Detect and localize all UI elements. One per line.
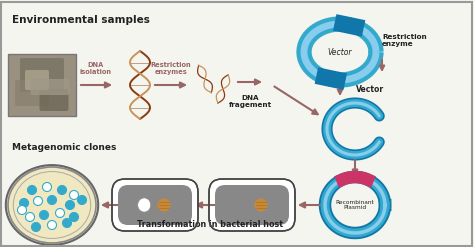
Circle shape xyxy=(63,219,72,227)
Text: Restriction
enzyme: Restriction enzyme xyxy=(382,34,427,46)
Ellipse shape xyxy=(137,198,151,212)
FancyBboxPatch shape xyxy=(39,89,69,111)
Text: Vector: Vector xyxy=(356,84,384,94)
Circle shape xyxy=(47,221,56,229)
Text: Vector: Vector xyxy=(328,47,352,57)
Circle shape xyxy=(43,183,52,191)
Circle shape xyxy=(55,208,64,218)
Circle shape xyxy=(19,199,28,207)
FancyBboxPatch shape xyxy=(122,189,188,221)
FancyBboxPatch shape xyxy=(8,54,76,116)
Circle shape xyxy=(70,212,79,222)
FancyBboxPatch shape xyxy=(30,79,70,95)
Circle shape xyxy=(57,185,66,194)
Text: Restriction
enzymes: Restriction enzymes xyxy=(151,62,191,75)
Circle shape xyxy=(70,190,79,200)
Text: Metagenomic clones: Metagenomic clones xyxy=(12,143,117,152)
Ellipse shape xyxy=(8,167,96,243)
Text: DNA
fragement: DNA fragement xyxy=(228,95,272,108)
Circle shape xyxy=(34,197,43,206)
Text: Recombinant
Plasmid: Recombinant Plasmid xyxy=(336,200,374,210)
Circle shape xyxy=(18,206,27,214)
Circle shape xyxy=(31,223,40,231)
FancyBboxPatch shape xyxy=(20,58,64,92)
Circle shape xyxy=(27,185,36,194)
Circle shape xyxy=(65,201,74,209)
Text: Environmental samples: Environmental samples xyxy=(12,15,150,25)
FancyBboxPatch shape xyxy=(25,70,49,90)
FancyBboxPatch shape xyxy=(215,185,289,225)
FancyBboxPatch shape xyxy=(15,80,49,106)
FancyBboxPatch shape xyxy=(118,185,192,225)
Text: Transformation in bacterial host: Transformation in bacterial host xyxy=(137,220,283,229)
FancyBboxPatch shape xyxy=(219,189,285,221)
FancyBboxPatch shape xyxy=(112,179,198,231)
Circle shape xyxy=(78,195,86,205)
Circle shape xyxy=(26,212,35,222)
Circle shape xyxy=(47,195,56,205)
Ellipse shape xyxy=(157,199,171,211)
FancyBboxPatch shape xyxy=(209,179,295,231)
Ellipse shape xyxy=(255,199,268,211)
Circle shape xyxy=(39,210,48,220)
Text: DNA
isolation: DNA isolation xyxy=(80,62,112,75)
